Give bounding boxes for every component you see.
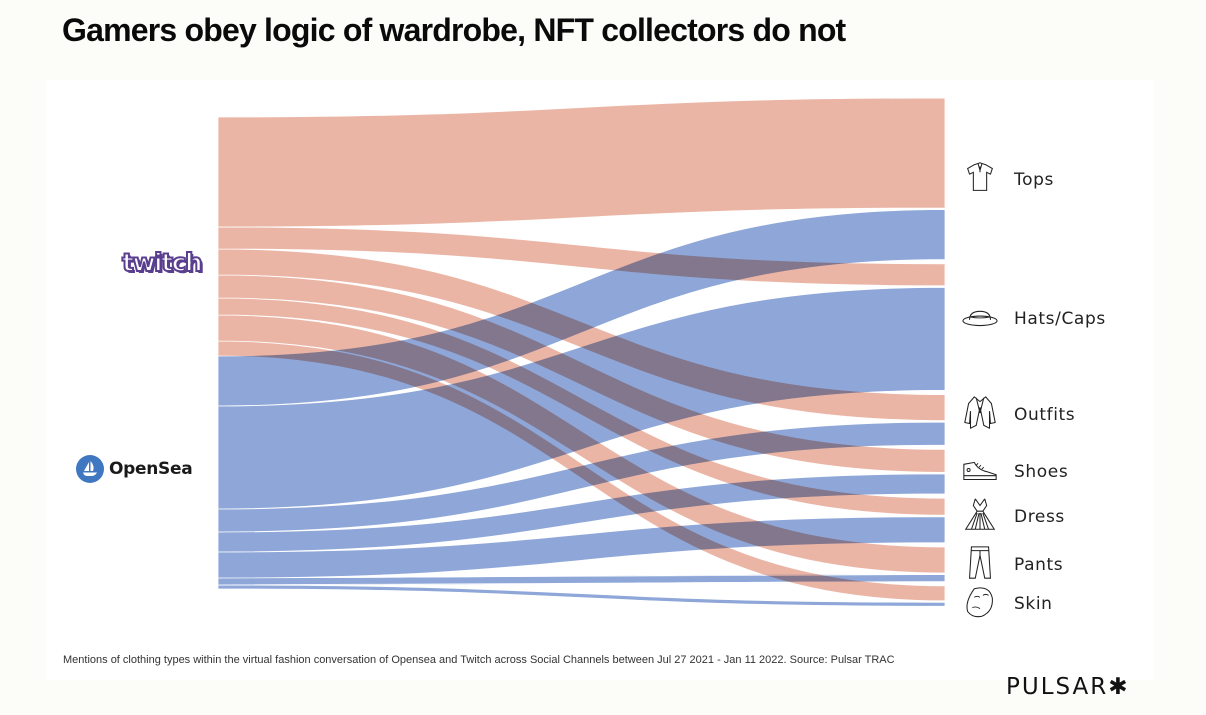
jacket-icon	[960, 394, 1000, 437]
face-mask-icon	[960, 583, 1000, 626]
category-label: Pants	[1014, 555, 1064, 575]
category-hats: Hats/Caps	[960, 299, 1106, 339]
category-dress: Dress	[960, 497, 1065, 537]
sneaker-icon	[960, 451, 1000, 494]
opensea-label: OpenSea	[109, 459, 193, 479]
flow-opensea-outfits	[217, 421, 946, 533]
category-label: Tops	[1014, 170, 1054, 190]
category-label: Outfits	[1014, 405, 1076, 425]
pants-icon	[960, 544, 1000, 587]
category-outfits: Outfits	[960, 395, 1075, 435]
hat-icon	[960, 298, 1000, 341]
category-label: Shoes	[1014, 462, 1069, 482]
flow-opensea-hatscaps	[217, 286, 946, 510]
chart-title: Gamers obey logic of wardrobe, NFT colle…	[62, 12, 846, 48]
asterisk-icon: ✱	[1108, 674, 1130, 700]
category-tops: Tops	[960, 160, 1054, 200]
category-label: Skin	[1014, 594, 1053, 614]
pulsar-wordmark: PULSAR	[1006, 674, 1109, 700]
flow-twitch-outfits	[217, 248, 946, 422]
opensea-logo: OpenSea	[76, 455, 193, 483]
category-label: Dress	[1014, 507, 1065, 527]
flow-opensea-pants	[217, 574, 946, 586]
footnote: Mentions of clothing types within the vi…	[63, 654, 895, 666]
category-skin: Skin	[960, 584, 1053, 624]
twitch-logo: twitch	[121, 248, 204, 278]
flow-opensea-tops	[217, 209, 946, 407]
opensea-boat-icon	[76, 455, 104, 483]
category-label: Hats/Caps	[1014, 309, 1106, 329]
pulsar-logo: PULSAR✱	[1006, 674, 1130, 700]
flow-opensea-skin	[217, 584, 946, 607]
flow-opensea-shoes	[217, 473, 946, 553]
category-pants: Pants	[960, 545, 1063, 585]
flow-twitch-tops	[217, 97, 946, 228]
polo-shirt-icon	[960, 159, 1000, 202]
dress-icon	[960, 496, 1000, 539]
category-shoes: Shoes	[960, 452, 1068, 492]
flow-opensea-dress	[217, 516, 946, 579]
